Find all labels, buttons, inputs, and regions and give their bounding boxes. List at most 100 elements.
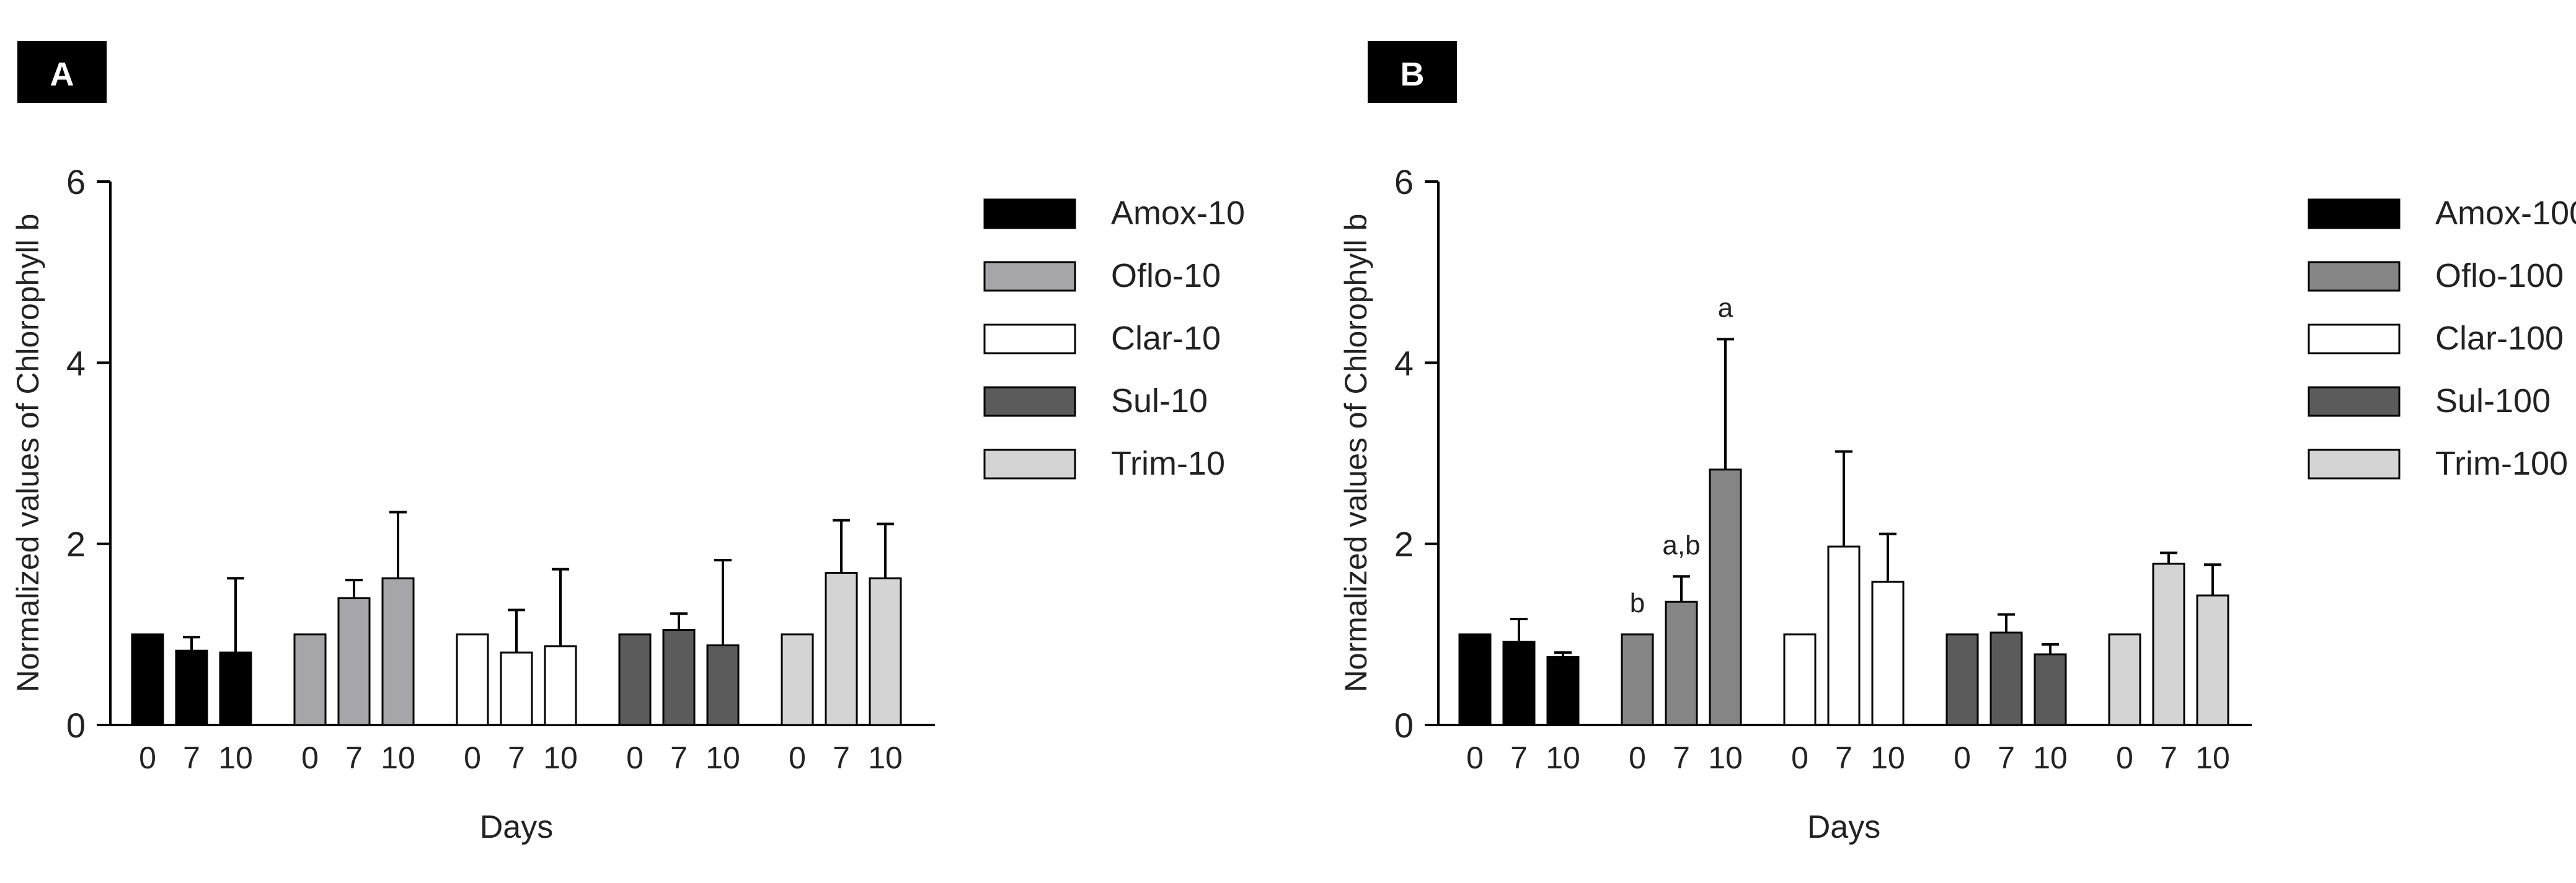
x-tick-label: 0 xyxy=(301,740,319,775)
significance-label: b xyxy=(1630,588,1645,618)
legend-label: Sul-100 xyxy=(2435,382,2551,420)
bar-clar-100-day-0 xyxy=(1783,633,1817,726)
significance-label: a,b xyxy=(1662,530,1700,560)
bar-sul-100-day-7 xyxy=(1990,631,2023,726)
bar-trim-10-day-10 xyxy=(869,577,902,726)
bar-amox-10-day-10 xyxy=(219,651,252,726)
panel-a: A 0 2 4 6 Normalized values of Chlorophyll b D… xyxy=(11,41,1245,845)
legend-label: Oflo-10 xyxy=(1111,257,1221,294)
y-axis-title: Normalized values of Chlorophyll b xyxy=(11,214,45,693)
bar-sul-10-day-7 xyxy=(662,629,696,726)
y-tick-label: 0 xyxy=(66,706,86,745)
x-tick-label: 0 xyxy=(1466,740,1484,775)
bar-sul-100-day-10 xyxy=(2034,653,2067,726)
y-tick-label: 2 xyxy=(66,525,86,564)
legend-label: Clar-10 xyxy=(1111,320,1221,357)
legend-label: Amox-10 xyxy=(1111,195,1245,232)
legend-swatch-clar-100 xyxy=(2308,323,2401,354)
significance-label: a xyxy=(1718,292,1733,323)
y-tick-label: 4 xyxy=(66,343,86,382)
x-tick-label: 7 xyxy=(2160,740,2177,775)
legend-swatch-sul-100 xyxy=(2308,386,2401,417)
x-tick-label: 0 xyxy=(789,740,806,775)
bar-trim-100-day-7 xyxy=(2152,563,2185,726)
bar-sul-100-day-0 xyxy=(1945,633,1979,726)
x-tick-label: 10 xyxy=(543,740,578,775)
bar-amox-10-day-7 xyxy=(175,649,208,726)
legend-label: Trim-10 xyxy=(1111,445,1225,482)
panel-b: B 0 2 4 6 Normalized values of Chlorophyll b D… xyxy=(1339,41,2576,845)
bar-trim-10-day-7 xyxy=(825,571,858,726)
y-tick-label: 4 xyxy=(1394,343,1414,382)
legend-label: Clar-100 xyxy=(2435,320,2564,357)
y-tick-label: 6 xyxy=(66,162,86,201)
x-tick-label: 0 xyxy=(464,740,481,775)
x-tick-label: 10 xyxy=(868,740,903,775)
x-tick-label: 0 xyxy=(2116,740,2133,775)
bar-clar-10-day-7 xyxy=(500,651,533,726)
legend-swatch-oflo-10 xyxy=(983,261,1076,292)
legend-label: Sul-10 xyxy=(1111,382,1208,420)
x-tick-label: 0 xyxy=(139,740,156,775)
bar-amox-100-day-7 xyxy=(1502,641,1536,726)
bar-oflo-10-day-7 xyxy=(337,597,371,726)
legend-label: Oflo-100 xyxy=(2435,257,2564,294)
x-tick-label: 10 xyxy=(706,740,740,775)
panel-label: B xyxy=(1401,56,1425,93)
x-tick-label: 0 xyxy=(626,740,644,775)
x-tick-label: 0 xyxy=(1954,740,1971,775)
legend-swatch-trim-10 xyxy=(983,449,1076,480)
x-tick-label: 0 xyxy=(1629,740,1646,775)
bar-oflo-100-day-0 xyxy=(1621,633,1654,726)
x-axis-title: Days xyxy=(480,809,553,845)
x-tick-label: 7 xyxy=(1998,740,2015,775)
x-tick-label: 0 xyxy=(1791,740,1808,775)
x-tick-label: 10 xyxy=(1708,740,1743,775)
panel-label-box xyxy=(1368,41,1457,103)
bar-clar-100-day-10 xyxy=(1871,581,1905,726)
x-tick-label: 7 xyxy=(670,740,688,775)
x-axis-title: Days xyxy=(1807,809,1880,845)
x-tick-label: 10 xyxy=(1870,740,1905,775)
legend-label: Amox-100 xyxy=(2435,195,2576,232)
legend-swatch-oflo-100 xyxy=(2308,261,2401,292)
legend-swatch-amox-100 xyxy=(2308,198,2401,229)
y-tick-label: 6 xyxy=(1394,162,1414,201)
legend-label: Trim-100 xyxy=(2435,445,2568,482)
x-tick-label: 10 xyxy=(381,740,415,775)
bar-oflo-100-day-10 xyxy=(1709,468,1742,726)
legend-swatch-amox-10 xyxy=(983,198,1076,229)
bar-amox-100-day-10 xyxy=(1546,656,1580,726)
x-tick-label: 10 xyxy=(1546,740,1580,775)
bar-clar-100-day-7 xyxy=(1827,545,1861,726)
x-tick-label: 7 xyxy=(1673,740,1690,775)
bar-oflo-100-day-7 xyxy=(1665,600,1698,726)
x-tick-label: 7 xyxy=(1510,740,1528,775)
bar-sul-10-day-0 xyxy=(618,633,652,726)
legend-swatch-clar-10 xyxy=(983,323,1076,354)
panel-label: A xyxy=(50,56,74,93)
bar-clar-10-day-10 xyxy=(544,645,577,726)
bar-trim-10-day-0 xyxy=(781,633,814,726)
bar-amox-10-day-0 xyxy=(131,633,164,726)
x-tick-label: 7 xyxy=(183,740,200,775)
y-axis-title: Normalized values of Chlorophyll b xyxy=(1339,214,1373,693)
panel-label-box xyxy=(17,41,107,103)
bar-oflo-10-day-10 xyxy=(381,577,415,726)
bar-oflo-10-day-0 xyxy=(293,633,327,726)
x-tick-label: 7 xyxy=(1835,740,1852,775)
x-tick-label: 7 xyxy=(345,740,363,775)
y-tick-label: 2 xyxy=(1394,525,1414,564)
bar-sul-10-day-10 xyxy=(706,644,740,726)
x-tick-label: 7 xyxy=(833,740,850,775)
x-tick-label: 10 xyxy=(2033,740,2068,775)
x-tick-label: 7 xyxy=(508,740,525,775)
y-tick-label: 0 xyxy=(1394,706,1414,745)
bar-clar-10-day-0 xyxy=(456,633,489,726)
bar-trim-100-day-10 xyxy=(2196,594,2229,726)
bar-trim-100-day-0 xyxy=(2108,633,2141,726)
x-tick-label: 10 xyxy=(2195,740,2230,775)
bar-amox-100-day-0 xyxy=(1458,633,1492,726)
